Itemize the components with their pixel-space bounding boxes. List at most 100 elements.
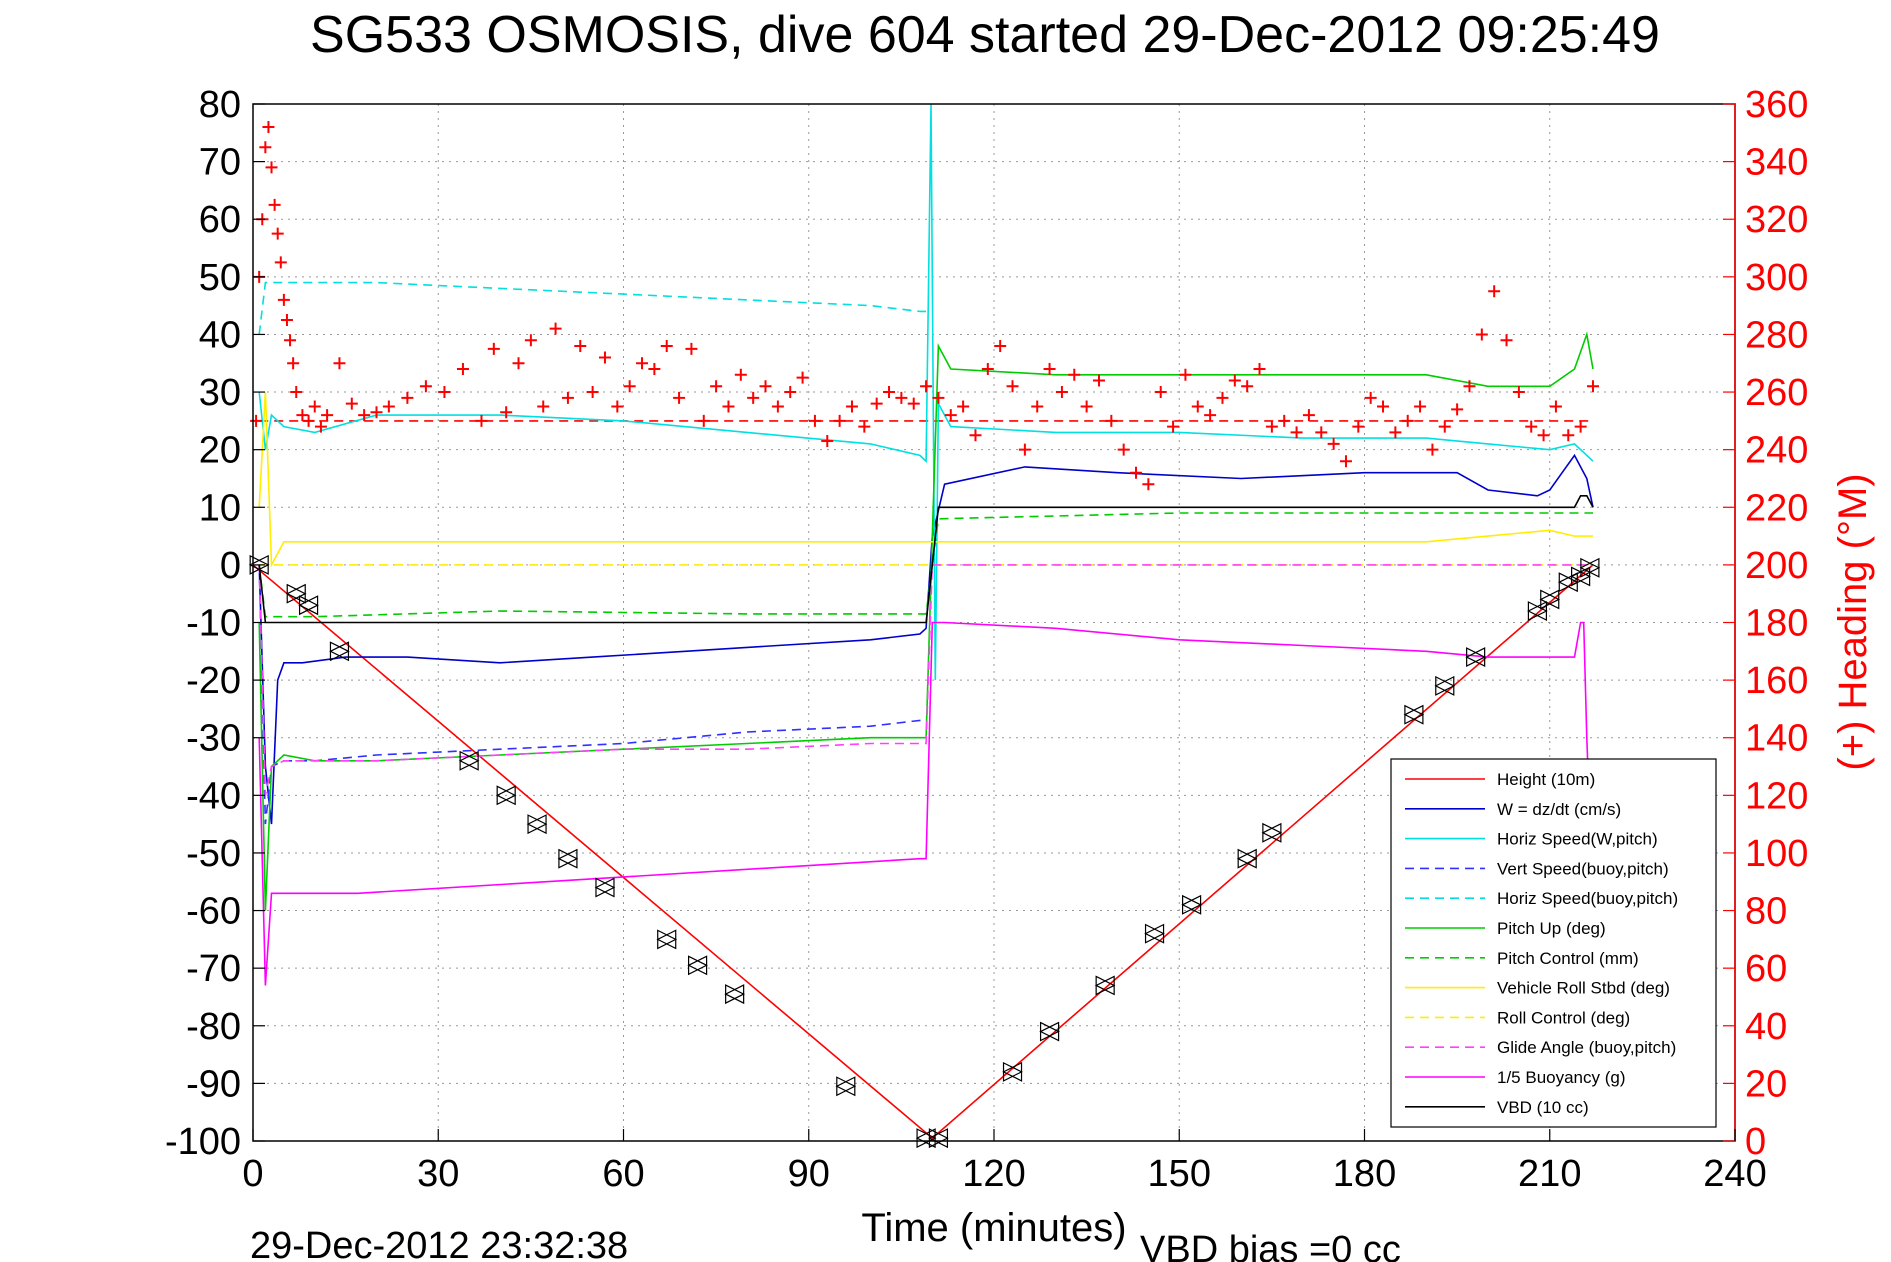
height-marker — [1236, 848, 1258, 869]
heading-point — [1574, 420, 1587, 433]
heading-point — [1179, 368, 1192, 381]
heading-point — [660, 339, 673, 352]
y-tick-label: -20 — [186, 660, 241, 702]
height-marker — [724, 984, 745, 1005]
series-vbd-10-cc — [258, 494, 1594, 624]
legend-label: Height (10m) — [1497, 770, 1595, 789]
heading-point — [722, 400, 735, 413]
legend-label: Vert Speed(buoy,pitch) — [1497, 859, 1669, 878]
heading-point — [274, 256, 287, 269]
height-marker — [915, 1128, 937, 1149]
y-tick-label: -60 — [186, 891, 241, 933]
heading-point — [296, 409, 309, 422]
right-tick-label: 360 — [1745, 84, 1808, 126]
height-markers — [248, 554, 1601, 1149]
heading-point — [1241, 380, 1254, 393]
heading-point — [524, 334, 537, 347]
heading-point — [920, 380, 933, 393]
heading-point — [1265, 420, 1278, 433]
heading-point — [537, 400, 550, 413]
heading-point — [747, 391, 760, 404]
legend: Height (10m) W = dz/dt (cm/s) Horiz Speed(… — [1390, 758, 1717, 1128]
height-marker — [458, 750, 480, 771]
legend-item: Horiz Speed(buoy,pitch) — [1405, 889, 1678, 908]
right-tick-label: 340 — [1745, 142, 1808, 184]
heading-point — [623, 380, 636, 393]
heading-point — [280, 314, 293, 327]
height-marker — [495, 785, 517, 806]
heading-point — [1018, 443, 1031, 456]
series-vehicle-roll-stbd-deg — [258, 392, 1593, 568]
heading-point — [1216, 391, 1229, 404]
heading-point — [1204, 409, 1217, 422]
height-marker — [687, 955, 708, 976]
heading-point — [1068, 368, 1081, 381]
heading-point — [574, 339, 587, 352]
heading-point — [759, 380, 772, 393]
height-marker — [557, 848, 579, 869]
x-tick-label: 210 — [1518, 1153, 1581, 1195]
heading-point — [784, 386, 797, 399]
height-marker — [594, 877, 616, 898]
right-tick-label: 300 — [1745, 257, 1808, 299]
footer-vbd-bias: VBD bias =0 cc — [1140, 1229, 1401, 1262]
heading-point — [1117, 443, 1130, 456]
height-marker — [928, 1128, 949, 1149]
heading-point — [259, 141, 272, 154]
heading-point — [1302, 409, 1315, 422]
heading-point — [561, 391, 574, 404]
height-marker — [1039, 1021, 1060, 1042]
right-tick-label: 180 — [1745, 603, 1808, 645]
series-horiz-speed-buoy-pitch — [258, 281, 927, 335]
x-tick-label: 60 — [602, 1153, 644, 1195]
height-marker — [1094, 975, 1116, 996]
legend-item: Pitch Up (deg) — [1405, 919, 1606, 938]
heading-point — [438, 386, 451, 399]
x-tick-label: 0 — [242, 1153, 263, 1195]
heading-point — [549, 322, 562, 335]
heading-point — [1364, 391, 1377, 404]
heading-point — [1043, 363, 1056, 376]
y-tick-label: 50 — [199, 257, 241, 299]
heading-point — [1055, 386, 1068, 399]
heading-point — [1451, 403, 1464, 416]
heading-point — [598, 351, 611, 364]
x-tick-label: 120 — [962, 1153, 1025, 1195]
heading-point — [1586, 380, 1599, 393]
heading-point — [1142, 478, 1155, 491]
right-tick-label: 0 — [1745, 1121, 1766, 1163]
legend-label: Horiz Speed(buoy,pitch) — [1497, 889, 1678, 908]
heading-point — [981, 363, 994, 376]
legend-label: Horiz Speed(W,pitch) — [1497, 830, 1658, 849]
legend-item: 1/5 Buoyancy (g) — [1405, 1068, 1626, 1087]
heading-point — [358, 409, 371, 422]
legend-item: Roll Control (deg) — [1405, 1008, 1630, 1027]
heading-point — [845, 400, 858, 413]
y-tick-label: 30 — [199, 372, 241, 414]
x-tick-label: 240 — [1703, 1153, 1766, 1195]
right-tick-label: 20 — [1745, 1063, 1787, 1105]
heading-point — [994, 339, 1007, 352]
heading-point — [1426, 443, 1439, 456]
heading-point — [308, 400, 321, 413]
legend-item: Horiz Speed(W,pitch) — [1405, 830, 1658, 849]
legend-label: W = dz/dt (cm/s) — [1497, 800, 1621, 819]
legend-label: 1/5 Buoyancy (g) — [1497, 1068, 1626, 1087]
legend-item: Vert Speed(buoy,pitch) — [1405, 859, 1669, 878]
right-tick-label: 140 — [1745, 718, 1808, 760]
heading-point — [808, 414, 821, 427]
heading-point — [277, 293, 290, 306]
heading-point — [710, 380, 723, 393]
x-tick-label: 180 — [1333, 1153, 1396, 1195]
chart-title: SG533 OSMOSIS, dive 604 started 29-Dec-2… — [310, 6, 1660, 64]
grid-lines — [253, 104, 1735, 1141]
heading-point — [1278, 414, 1291, 427]
heading-point — [685, 342, 698, 355]
heading-point — [314, 420, 327, 433]
height-marker — [1539, 589, 1561, 610]
heading-point — [1315, 426, 1328, 439]
heading-point — [957, 400, 970, 413]
heading-point — [1105, 414, 1118, 427]
y-tick-label: -100 — [165, 1121, 241, 1163]
heading-point — [1327, 437, 1340, 450]
